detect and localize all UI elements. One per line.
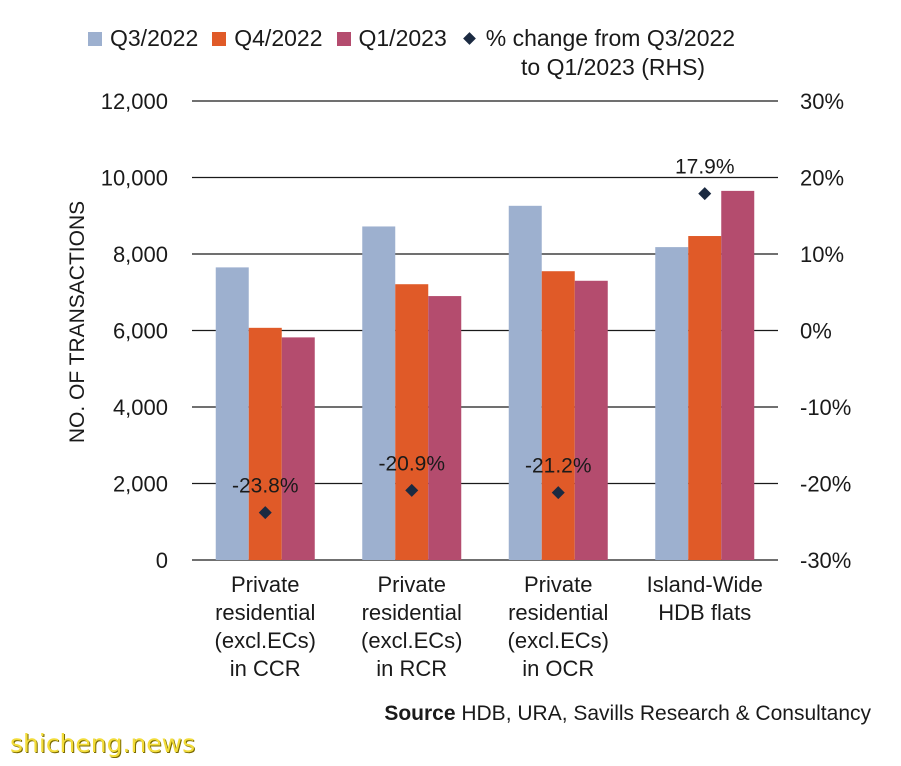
category-label: in CCR: [230, 656, 301, 681]
legend-item-q4-2022: Q4/2022: [212, 24, 323, 53]
legend-label-pct-change-line1: % change from Q3/2022: [485, 25, 736, 51]
bar-q3-2022-3: [655, 247, 689, 561]
bar-q4-2022-2: [541, 271, 575, 560]
legend-swatch-q1-2023: [336, 31, 351, 46]
y2-tick-label: 0%: [800, 319, 832, 344]
source-text: HDB, URA, Savills Research & Consultancy: [455, 702, 871, 725]
pct-change-marker: [551, 486, 565, 500]
source-label: Source: [384, 702, 456, 725]
legend-swatch-q4-2022: [212, 31, 227, 46]
pct-change-marker: [405, 483, 419, 497]
y2-tick-label: -20%: [800, 472, 851, 497]
source-note: Source HDB, URA, Savills Research & Cons…: [384, 702, 871, 726]
category-label: in OCR: [522, 656, 594, 681]
category-label: Island-Wide: [647, 572, 763, 597]
legend: Q3/2022 Q4/2022 Q1/2023 % change from Q3…: [88, 24, 749, 82]
category-label: Private: [231, 572, 299, 597]
category-label: HDB flats: [658, 600, 751, 625]
legend-label-q1-2023: Q1/2023: [358, 25, 447, 51]
bar-q3-2022-2: [508, 205, 542, 560]
category-label: (excl.ECs): [508, 628, 609, 653]
legend-item-q1-2023: Q1/2023: [336, 24, 447, 53]
y-tick-label: 0: [156, 548, 168, 573]
y-tick-label: 10,000: [101, 166, 168, 191]
y-tick-label: 8,000: [113, 242, 168, 267]
y2-tick-label: 30%: [800, 89, 844, 114]
bar-q1-2023-3: [721, 190, 755, 560]
y-tick-label: 12,000: [101, 89, 168, 114]
category-label: residential: [508, 600, 608, 625]
y-tick-label: 2,000: [113, 472, 168, 497]
legend-label-q3-2022: Q3/2022: [110, 25, 199, 51]
pct-change-marker: [258, 506, 272, 520]
y2-tick-label: -30%: [800, 548, 851, 573]
legend-swatch-q3-2022: [88, 31, 102, 46]
y2-tick-label: 20%: [800, 166, 844, 191]
pct-change-label: 17.9%: [675, 156, 735, 179]
legend-label-pct-change-line2: to Q1/2023 (RHS): [521, 54, 706, 80]
y-tick-label: 6,000: [113, 319, 168, 344]
pct-change-label: -21.2%: [525, 455, 592, 478]
y-axis-title: NO. OF TRANSACTIONS: [66, 201, 89, 443]
pct-change-label: -20.9%: [378, 452, 445, 475]
legend-label-q4-2022: Q4/2022: [234, 25, 323, 51]
bar-q3-2022-0: [215, 267, 249, 560]
category-label: (excl.ECs): [215, 628, 316, 653]
category-label: residential: [215, 600, 315, 625]
category-label: Private: [378, 572, 446, 597]
category-label: Private: [524, 572, 592, 597]
category-label: in RCR: [376, 656, 447, 681]
bar-q4-2022-1: [395, 284, 429, 560]
bar-q1-2023-1: [428, 296, 462, 560]
bar-q4-2022-3: [688, 236, 722, 560]
y2-tick-label: -10%: [800, 395, 851, 420]
pct-change-label: -23.8%: [232, 475, 299, 498]
legend-item-pct-change: % change from Q3/2022: [461, 24, 735, 53]
category-label: (excl.ECs): [361, 628, 462, 653]
bar-q3-2022-1: [362, 226, 396, 560]
y2-tick-label: 10%: [800, 242, 844, 267]
watermark: shicheng.news: [10, 729, 196, 758]
bar-q1-2023-2: [574, 280, 608, 560]
bar-q4-2022-0: [248, 327, 282, 560]
legend-item-q3-2022: Q3/2022: [88, 24, 198, 53]
category-label: residential: [362, 600, 462, 625]
y-tick-label: 4,000: [113, 395, 168, 420]
bar-q1-2023-0: [281, 337, 315, 560]
pct-change-marker: [698, 187, 712, 201]
